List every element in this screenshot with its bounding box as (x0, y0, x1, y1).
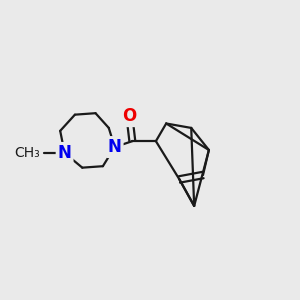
Text: N: N (108, 138, 122, 156)
Text: CH₃: CH₃ (15, 146, 40, 160)
Text: O: O (122, 107, 136, 125)
Text: N: N (58, 144, 71, 162)
